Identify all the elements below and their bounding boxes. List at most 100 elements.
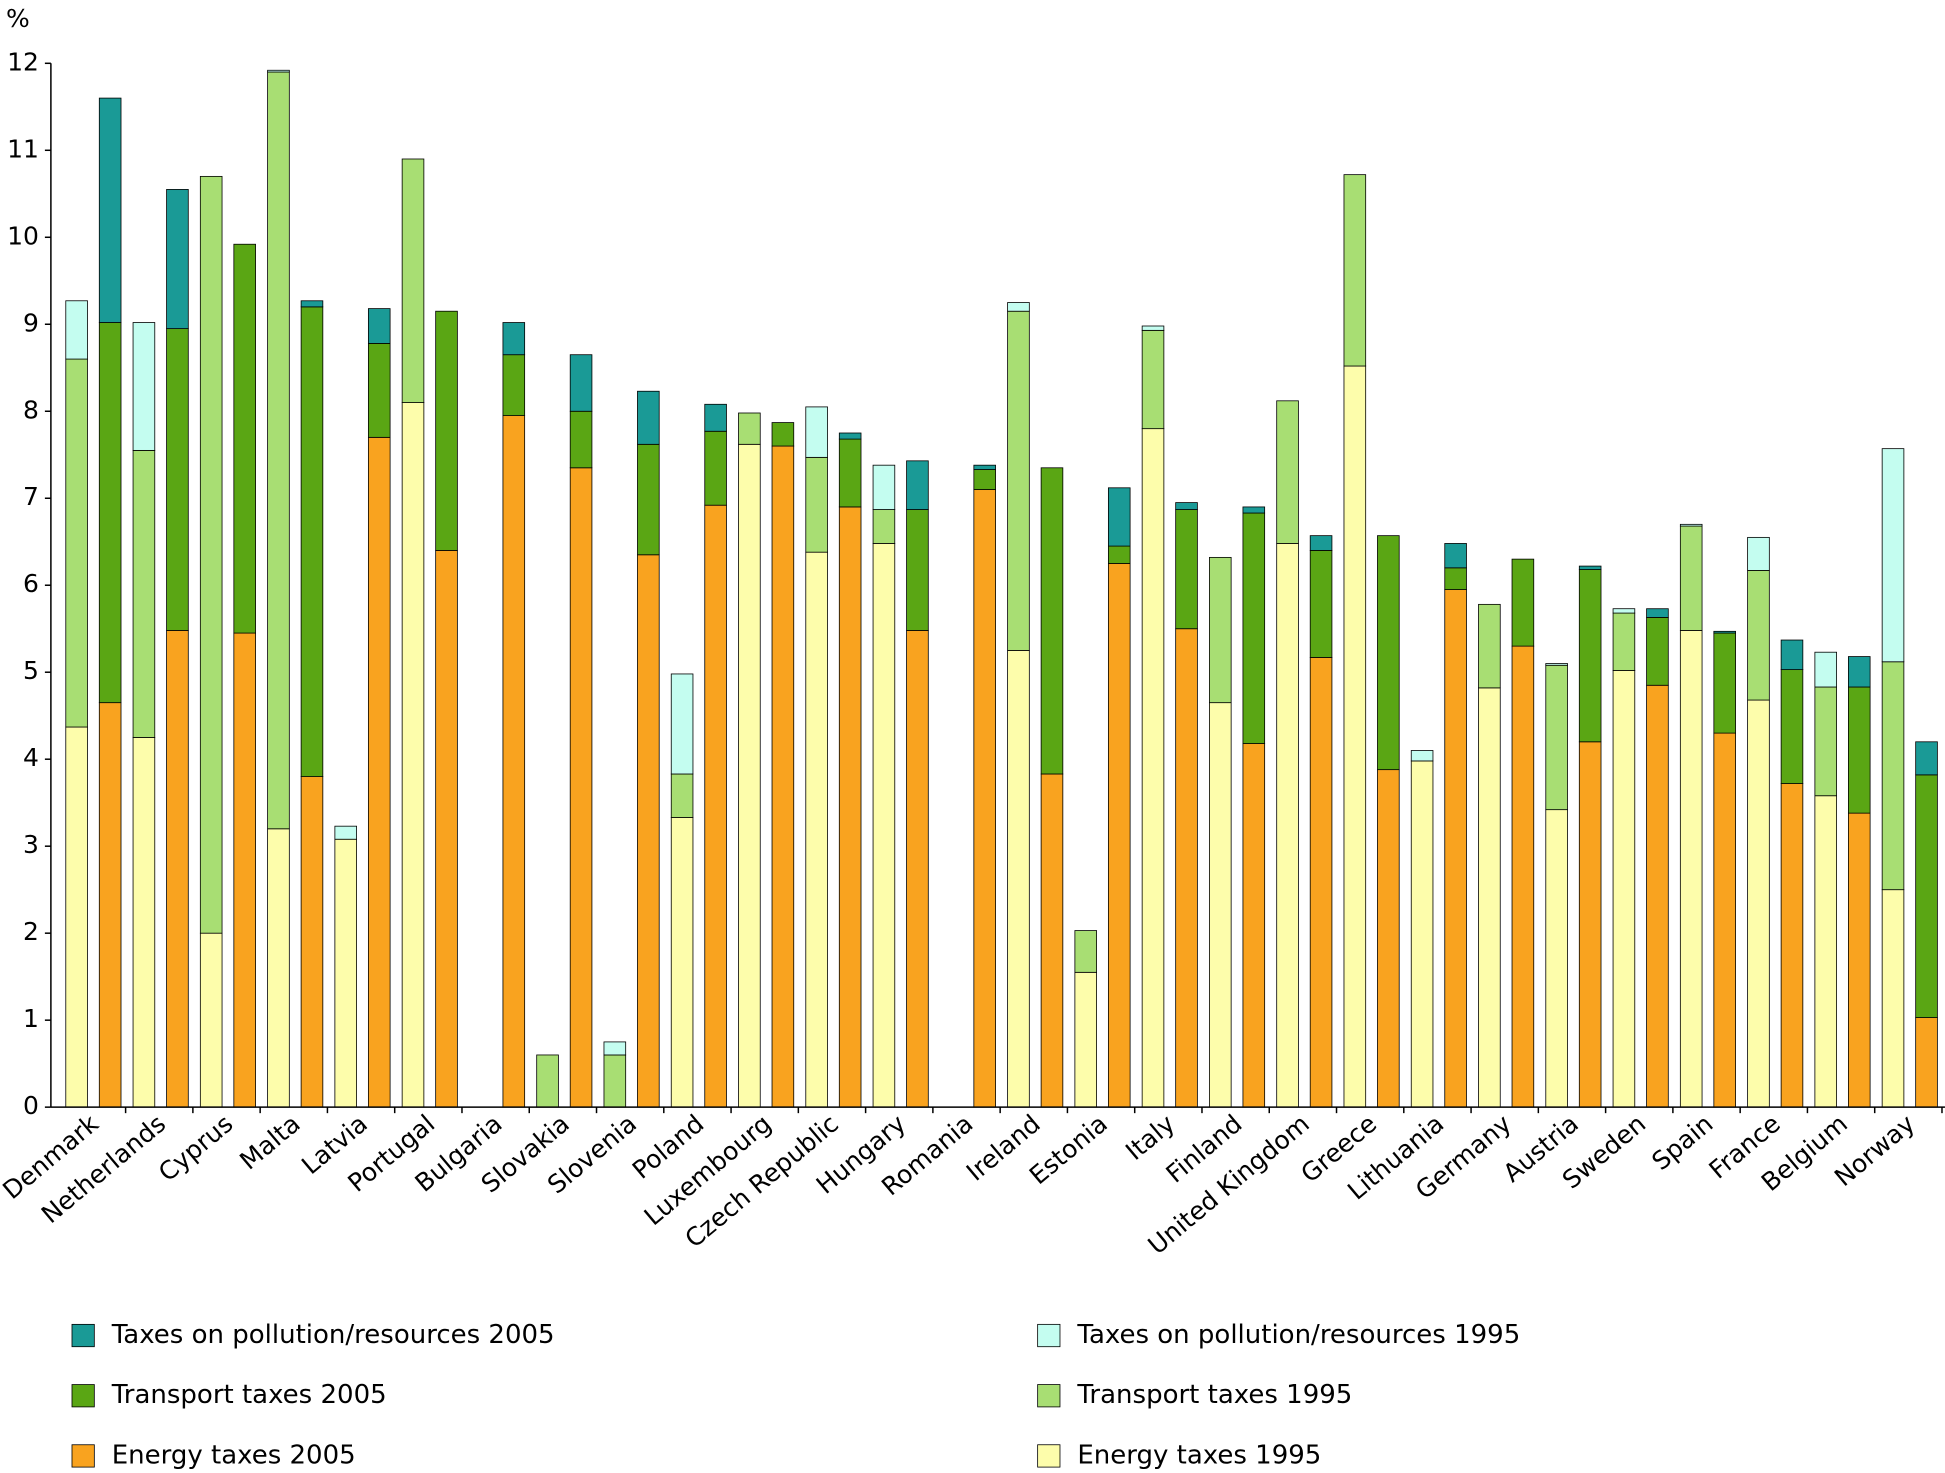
- bar-segment: [738, 412, 761, 445]
- bar-segment: [267, 71, 290, 830]
- bar-segment: [300, 306, 324, 777]
- bar-segment: [569, 410, 593, 469]
- bar-segment: [1309, 550, 1333, 658]
- bar-segment: [1545, 663, 1568, 666]
- bar-segment: [1040, 773, 1064, 1108]
- bar-segment: [1646, 684, 1669, 1108]
- bar-segment: [1915, 1017, 1938, 1108]
- bar-segment: [973, 464, 996, 470]
- bar-segment: [1242, 506, 1266, 514]
- bar-segment: [1309, 535, 1333, 551]
- bar-segment: [1747, 536, 1770, 571]
- bar-segment: [838, 438, 862, 508]
- bar-segment: [65, 726, 88, 1108]
- legend-label: Energy taxes 2005: [112, 1440, 356, 1470]
- bar-segment: [1679, 630, 1703, 1108]
- bar-segment: [1679, 523, 1703, 527]
- bar-segment: [1612, 670, 1636, 1108]
- y-tick-label: 7: [23, 482, 39, 511]
- bar-segment: [805, 551, 828, 1108]
- bar-segment: [1309, 657, 1333, 1108]
- bar-segment: [603, 1041, 627, 1056]
- bar-segment: [1713, 632, 1736, 734]
- bar-segment: [233, 243, 256, 634]
- bar-segment: [166, 328, 189, 631]
- bar-segment: [569, 467, 593, 1108]
- bar-segment: [1107, 563, 1131, 1108]
- bar-segment: [771, 422, 795, 447]
- bar-segment: [367, 436, 391, 1108]
- bar-segment: [637, 390, 660, 445]
- bar-segment: [1814, 795, 1838, 1108]
- bar-segment: [704, 430, 727, 506]
- bar-segment: [1209, 556, 1232, 704]
- x-tick-label: Malta: [234, 1109, 305, 1176]
- legend-swatch: [1037, 1444, 1061, 1468]
- y-tick-label: 8: [23, 395, 39, 424]
- bar-segment: [670, 773, 694, 818]
- bar-segment: [132, 449, 156, 738]
- y-axis-label: %: [6, 4, 30, 33]
- bar-segment: [502, 415, 526, 1108]
- bar-segment: [367, 343, 391, 438]
- bar-segment: [132, 322, 156, 451]
- bar-segment: [670, 817, 694, 1108]
- legend-label: Taxes on pollution/resources 1995: [1076, 1320, 1520, 1350]
- bar-segment: [1511, 558, 1535, 647]
- bar-segment: [1175, 628, 1198, 1108]
- bar-segment: [1343, 174, 1367, 367]
- bar-segment: [1780, 639, 1804, 671]
- bar-segment: [1646, 617, 1669, 686]
- bar-segment: [98, 97, 122, 323]
- bar-segment: [603, 1054, 627, 1108]
- bar-segment: [1713, 732, 1736, 1108]
- bar-segment: [1511, 645, 1535, 1108]
- bar-segment: [367, 308, 391, 344]
- bar-segment: [670, 673, 694, 775]
- bar-segment: [1545, 664, 1568, 811]
- y-tick-label: 6: [23, 569, 39, 598]
- bar-segment: [1881, 889, 1905, 1108]
- bar-segment: [1343, 365, 1367, 1108]
- bar-segment: [1612, 612, 1636, 671]
- bar-segment: [65, 358, 88, 728]
- bar-segment: [704, 403, 727, 432]
- bar-segment: [267, 828, 290, 1108]
- bar-segment: [1141, 428, 1165, 1108]
- y-tick-label: 4: [23, 743, 39, 772]
- bar-segment: [906, 509, 929, 631]
- bar-segment: [1107, 545, 1131, 564]
- bar-segment: [805, 456, 828, 553]
- y-tick-label: 3: [23, 830, 39, 859]
- legend-swatch: [71, 1444, 95, 1468]
- bar-segment: [502, 322, 526, 356]
- bar-segment: [637, 554, 660, 1108]
- legend-swatch: [1037, 1323, 1061, 1348]
- y-tick-label: 1: [23, 1004, 39, 1033]
- legend-label: Taxes on pollution/resources 2005: [111, 1320, 555, 1350]
- bar-segment: [536, 1054, 559, 1108]
- bar-segment: [98, 322, 122, 704]
- x-tick-label: Cyprus: [153, 1109, 239, 1187]
- bar-segment: [1881, 661, 1905, 891]
- bar-segment: [838, 506, 862, 1108]
- bar-segment: [771, 445, 795, 1108]
- bar-segment: [1847, 812, 1871, 1108]
- bar-segment: [132, 737, 156, 1108]
- bar-segment: [199, 175, 223, 934]
- bar-segment: [1612, 608, 1636, 614]
- bar-segment: [1276, 543, 1299, 1108]
- bar-segment: [906, 460, 929, 510]
- bar-segment: [1747, 699, 1770, 1108]
- bar-segment: [1578, 741, 1602, 1108]
- bar-segment: [1242, 512, 1266, 744]
- bar-segment: [1410, 750, 1434, 762]
- bar-segment: [1242, 743, 1266, 1108]
- bar-segment: [435, 550, 458, 1108]
- legend-swatch: [1037, 1384, 1061, 1408]
- y-tick-label: 2: [23, 917, 39, 946]
- bar-segment: [1478, 603, 1501, 689]
- bar-segment: [98, 702, 122, 1108]
- y-tick-label: 9: [23, 308, 39, 337]
